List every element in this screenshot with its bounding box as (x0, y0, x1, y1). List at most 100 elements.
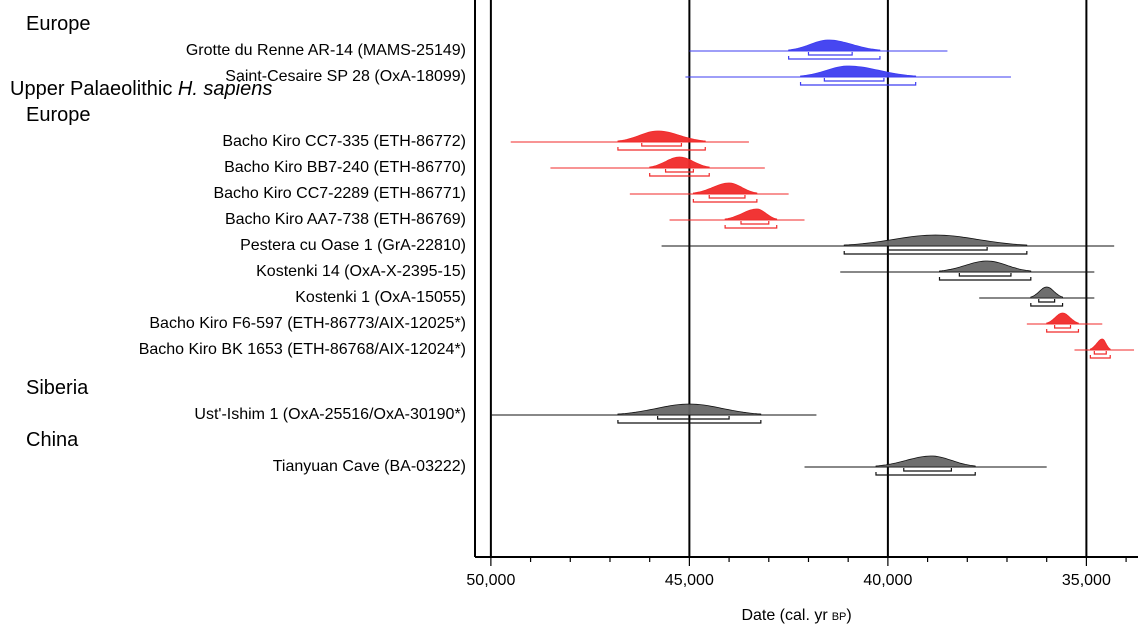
range-95-bracket (617, 147, 706, 151)
group-label: Europe (26, 104, 91, 126)
x-tick-label: 50,000 (466, 572, 515, 589)
group-label-text: Europe (26, 104, 91, 126)
sample-label: Bacho Kiro AA7-738 (ETH-86769) (225, 211, 466, 228)
distribution-curve (1046, 312, 1079, 325)
distribution-curve (1030, 286, 1064, 299)
sample-distribution (1026, 312, 1103, 333)
x-axis-label: Date (cal. yr BP) (741, 607, 851, 624)
range-68-bracket (1038, 299, 1056, 303)
sample-distribution (510, 130, 749, 151)
sample-label-text: Tianyuan Cave (BA-03222) (273, 458, 466, 475)
distribution-curve (617, 403, 762, 416)
sample-label: Tianyuan Cave (BA-03222) (273, 458, 466, 475)
range-95-bracket (843, 251, 1028, 255)
sample-label-text: Ust'-Ishim 1 (OxA-25516/OxA-30190 (194, 406, 454, 423)
distribution-curve (788, 39, 881, 52)
distribution-curve (1089, 338, 1111, 351)
sample-distribution (979, 286, 1095, 307)
range-95-bracket (649, 173, 710, 177)
distribution-curve (875, 455, 976, 468)
group-label-text: Europe (26, 13, 91, 35)
range-68-bracket (664, 169, 694, 173)
range-95-bracket (1046, 329, 1080, 333)
sample-distribution (689, 39, 948, 60)
range-68-bracket (641, 143, 683, 147)
group-label-italic: H. sapiens (178, 78, 273, 100)
range-68-bracket (807, 52, 853, 56)
range-68-bracket (740, 221, 770, 225)
sample-label: Kostenki 14 (OxA-X-2395-15) (256, 263, 466, 280)
range-68-bracket (657, 416, 730, 420)
sample-label-text: Bacho Kiro BK 1653 (ETH-86768/AIX-12024 (139, 341, 455, 358)
sample-distribution (685, 65, 1011, 86)
x-tick-label: 45,000 (665, 572, 714, 589)
group-label-text: Siberia (26, 377, 89, 399)
sample-label-text: Bacho Kiro F6-597 (ETH-86773/AIX-12025 (149, 315, 454, 332)
x-axis-label-close: ) (846, 607, 851, 624)
range-68-bracket (823, 78, 885, 82)
distribution-curve (939, 260, 1032, 273)
x-axis-label-text: Date (cal. yr (741, 607, 828, 624)
sample-label: Bacho Kiro F6-597 (ETH-86773/AIX-12025*) (149, 315, 466, 332)
range-95-bracket (788, 56, 881, 60)
range-95-bracket (1030, 303, 1064, 307)
range-68-bracket (903, 468, 953, 472)
range-68-bracket (1054, 325, 1072, 329)
distribution-curve (800, 65, 917, 78)
sample-label-text: Kostenki 14 (OxA-X-2395-15) (256, 263, 466, 280)
range-95-bracket (938, 277, 1032, 281)
sample-distribution (840, 260, 1095, 281)
distribution-curve (843, 234, 1028, 247)
range-95-bracket (724, 225, 778, 229)
sample-label: Pestera cu Oase 1 (GrA-22810) (240, 237, 466, 254)
sample-label: Ust'-Ishim 1 (OxA-25516/OxA-30190*) (194, 406, 466, 423)
sample-label: Bacho Kiro CC7-335 (ETH-86772) (222, 133, 466, 150)
sample-label: Bacho Kiro BK 1653 (ETH-86768/AIX-12024*… (139, 341, 466, 358)
group-label: China (26, 429, 79, 451)
range-95-bracket (617, 420, 762, 424)
sample-label-text: Bacho Kiro AA7-738 (ETH-86769) (225, 211, 466, 228)
distribution-curve (724, 208, 778, 221)
distribution-curve (617, 130, 706, 143)
range-68-bracket (887, 247, 988, 251)
group-label-text: China (26, 429, 79, 451)
range-68-bracket (708, 195, 746, 199)
distribution-curve (692, 182, 758, 195)
sample-distribution (629, 182, 789, 203)
group-label: Europe (26, 13, 91, 35)
group-label: Upper Palaeolithic H. sapiens (10, 78, 272, 100)
sample-label-mark: *) (454, 315, 466, 332)
sample-distribution (550, 156, 765, 177)
distribution-curve (649, 156, 710, 169)
sample-label: Grotte du Renne AR-14 (MAMS-25149) (186, 42, 466, 59)
range-95-bracket (1089, 355, 1111, 359)
x-tick-label: 40,000 (863, 572, 912, 589)
range-68-bracket (1093, 351, 1107, 355)
range-95-bracket (875, 472, 976, 476)
sample-distribution (669, 208, 805, 229)
sample-label-text: Bacho Kiro CC7-2289 (ETH-86771) (213, 185, 466, 202)
sample-label-text: Bacho Kiro CC7-335 (ETH-86772) (222, 133, 466, 150)
sample-distribution (804, 455, 1047, 476)
sample-label-mark: *) (454, 341, 466, 358)
sample-distribution (661, 234, 1115, 255)
sample-label: Kostenki 1 (OxA-15055) (295, 289, 466, 306)
group-label-text: Upper Palaeolithic (10, 78, 178, 100)
sample-distribution (1074, 338, 1135, 359)
range-95-bracket (692, 199, 758, 203)
sample-label-text: Bacho Kiro BB7-240 (ETH-86770) (224, 159, 466, 176)
range-95-bracket (799, 82, 917, 86)
sample-label: Bacho Kiro BB7-240 (ETH-86770) (224, 159, 466, 176)
sample-label-text: Kostenki 1 (OxA-15055) (295, 289, 466, 306)
sample-label: Saint-Cesaire SP 28 (OxA-18099) (225, 68, 466, 85)
group-label: Siberia (26, 377, 89, 399)
sample-distribution (490, 403, 817, 424)
x-axis-label-unit: BP (832, 611, 847, 623)
range-68-bracket (958, 273, 1012, 277)
sample-label: Bacho Kiro CC7-2289 (ETH-86771) (213, 185, 466, 202)
sample-label-mark: *) (454, 406, 466, 423)
x-tick-label: 35,000 (1062, 572, 1111, 589)
sample-label-text: Grotte du Renne AR-14 (MAMS-25149) (186, 42, 466, 59)
sample-label-text: Pestera cu Oase 1 (GrA-22810) (240, 237, 466, 254)
